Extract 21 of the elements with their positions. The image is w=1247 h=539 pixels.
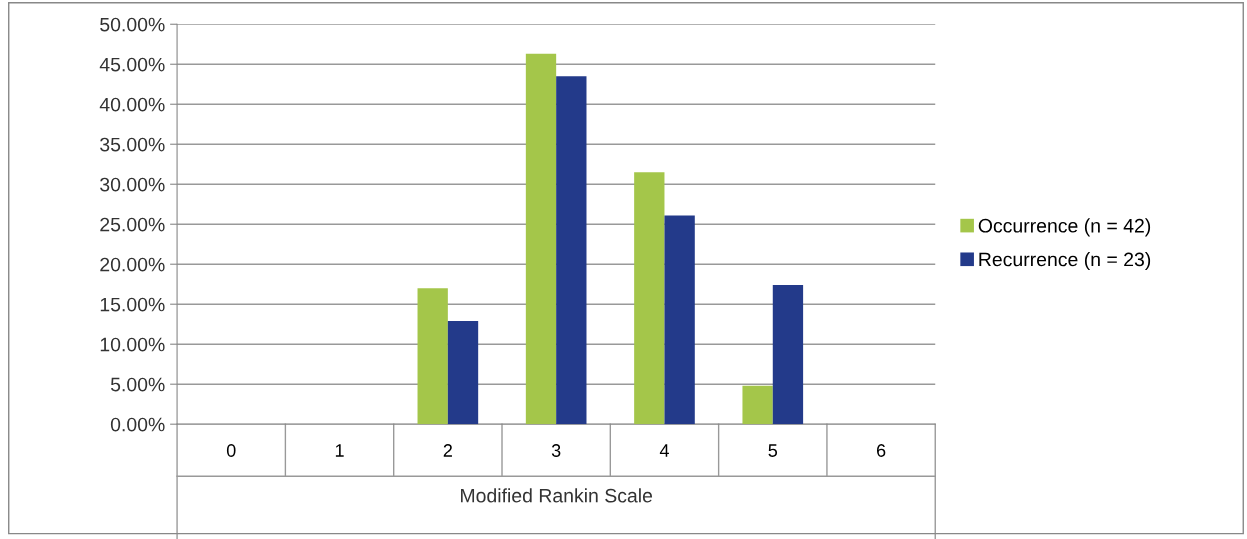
y-tick-label: 35.00% [100, 137, 165, 152]
y-tick-label: 0.00% [110, 417, 165, 432]
y-tick-label: 10.00% [100, 337, 165, 352]
x-tick-label: 6 [876, 444, 886, 457]
y-tick-label: 45.00% [99, 57, 165, 72]
x-tick-label: 4 [659, 444, 669, 457]
x-tick-label: 2 [443, 444, 452, 457]
legend-label: Recurrence (n = 23) [979, 252, 1151, 271]
legend-label: Occurrence (n = 42) [978, 218, 1151, 237]
x-tick-label: 1 [335, 444, 344, 457]
x-tick-label: 3 [551, 444, 561, 457]
y-tick-label: 25.00% [100, 217, 165, 232]
y-tick-label: 30.00% [100, 177, 165, 192]
x-tick-label: 0 [226, 444, 236, 457]
x-axis-title: Modified Rankin Scale [461, 488, 653, 503]
y-tick-label: 50.00% [100, 17, 165, 32]
y-tick-label: 20.00% [100, 257, 165, 272]
y-tick-label: 40.00% [99, 97, 165, 112]
y-tick-label: 15.00% [100, 297, 165, 312]
x-tick-label: 5 [768, 444, 778, 457]
y-tick-label: 5.00% [110, 377, 165, 392]
